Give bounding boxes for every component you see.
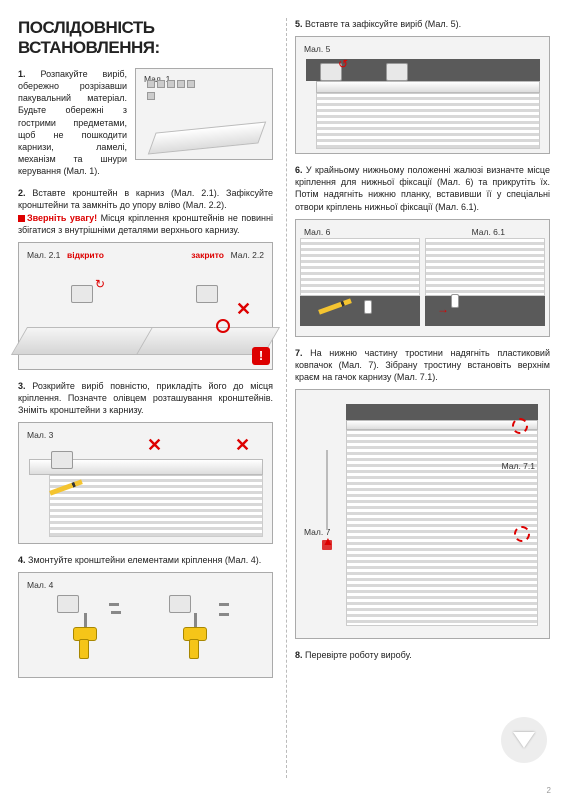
x-icon: ✕ <box>235 435 250 456</box>
arrow-icon: ↺ <box>338 57 348 71</box>
clip-icon <box>364 300 372 314</box>
figure-5-label: Мал. 5 <box>302 43 332 55</box>
bracket-icon <box>386 63 408 81</box>
rail-icon <box>316 81 540 93</box>
bracket-icon <box>57 595 79 613</box>
download-icon[interactable] <box>501 717 547 763</box>
bracket-icon <box>51 451 73 469</box>
step-5: 5. Вставте та зафіксуйте виріб (Мал. 5).… <box>295 18 550 154</box>
blinds-icon <box>425 238 545 296</box>
clip-icon <box>451 294 459 308</box>
figure-2-1: ↻ <box>23 263 143 363</box>
figure-2-2-label: Мал. 2.2 <box>229 249 266 261</box>
drill-icon <box>179 627 211 661</box>
figure-6-right: → <box>425 238 545 330</box>
right-column: 5. Вставте та зафіксуйте виріб (Мал. 5).… <box>295 18 550 787</box>
step-7-text: 7. На нижню частину тростини надягніть п… <box>295 347 550 383</box>
step-2-attention: Зверніть увагу! Місця кріплення кронштей… <box>18 212 273 236</box>
figure-4-label: Мал. 4 <box>25 579 55 591</box>
figure-6: Мал. 6 Мал. 6.1 → <box>295 219 550 337</box>
arrow-icon: ▲ <box>322 534 334 548</box>
detail-circle-icon <box>512 418 528 434</box>
rail-icon <box>346 420 538 430</box>
figure-3-label: Мал. 3 <box>25 429 55 441</box>
figure-3: Мал. 3 ✕ ✕ <box>18 422 273 544</box>
figure-1: Мал. 1 <box>135 68 273 160</box>
step-4-text: 4. Змонтуйте кронштейни елементами кріпл… <box>18 554 273 566</box>
step-5-text: 5. Вставте та зафіксуйте виріб (Мал. 5). <box>295 18 550 30</box>
step-6-text: 6. У крайньому нижньому положенні жалюзі… <box>295 164 550 213</box>
blinds-icon <box>300 238 420 296</box>
drill-icon <box>69 627 101 661</box>
alert-icon: ! <box>252 347 270 365</box>
figure-2-2: ✕ ! <box>148 263 268 363</box>
circle-forbid-icon <box>216 319 230 333</box>
bracket-icon <box>196 285 218 303</box>
column-divider <box>286 18 287 778</box>
figure-4: Мал. 4 <box>18 572 273 678</box>
alert-square-icon <box>18 215 25 222</box>
headrail-icon <box>148 122 266 155</box>
blinds-icon <box>316 93 540 149</box>
step-2: 2. Вставте кронштейн в карниз (Мал. 2.1)… <box>18 187 273 370</box>
left-column: ПОСЛІДОВНІСТЬ ВСТАНОВЛЕННЯ: Мал. 1 1. Ро… <box>18 18 273 787</box>
x-icon: ✕ <box>147 435 162 456</box>
step-1: Мал. 1 1. Розпакуйте виріб, обережно роз… <box>18 68 273 177</box>
figure-5: Мал. 5 ↺ <box>295 36 550 154</box>
x-icon: ✕ <box>236 299 251 320</box>
figure-7: Мал. 7.1 Мал. 7 ▲ <box>295 389 550 639</box>
figure-2-1-label: Мал. 2.1 <box>25 249 62 261</box>
step-8-text: 8. Перевірте роботу виробу. <box>295 649 550 661</box>
figure-7-1-label: Мал. 7.1 <box>500 460 537 472</box>
step-4: 4. Змонтуйте кронштейни елементами кріпл… <box>18 554 273 678</box>
wand-icon <box>326 450 328 530</box>
figure-6-1-label: Мал. 6.1 <box>470 226 507 238</box>
page-title: ПОСЛІДОВНІСТЬ ВСТАНОВЛЕННЯ: <box>18 18 273 58</box>
open-label: відкрито <box>65 249 106 261</box>
arrow-icon: → <box>437 302 449 316</box>
step-6: 6. У крайньому нижньому положенні жалюзі… <box>295 164 550 337</box>
parts-icon <box>146 79 201 109</box>
figure-6-left <box>300 238 420 330</box>
step-3-text: 3. Розкрийте виріб повністю, прикладіть … <box>18 380 273 416</box>
bracket-icon <box>71 285 93 303</box>
figure-6-label: Мал. 6 <box>302 226 332 238</box>
step-7: 7. На нижню частину тростини надягніть п… <box>295 347 550 639</box>
step-2-text: 2. Вставте кронштейн в карниз (Мал. 2.1)… <box>18 187 273 211</box>
arrow-icon: ↻ <box>95 277 105 291</box>
closed-label: закрито <box>189 249 226 261</box>
step-3: 3. Розкрийте виріб повністю, прикладіть … <box>18 380 273 544</box>
step-8: 8. Перевірте роботу виробу. <box>295 649 550 661</box>
page-number: 2 <box>547 786 551 795</box>
detail-circle-icon <box>514 526 530 542</box>
bracket-icon <box>169 595 191 613</box>
figure-2: Мал. 2.1 відкрито закрито Мал. 2.2 ↻ ✕ ! <box>18 242 273 370</box>
frame-icon <box>346 404 538 420</box>
